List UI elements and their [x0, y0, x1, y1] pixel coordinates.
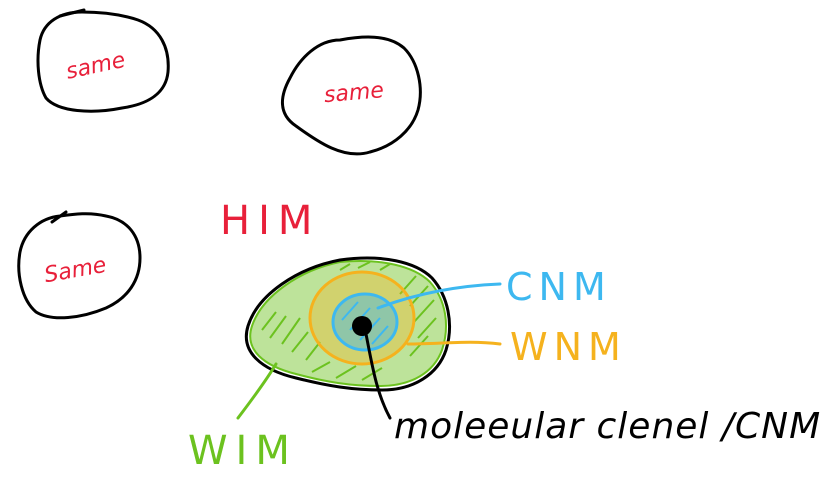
wim-pointer — [236, 362, 278, 420]
wnm-pointer — [406, 340, 502, 346]
wim-region — [249, 260, 447, 388]
blob-top-left-tail — [58, 8, 86, 18]
label-cnm: CNM — [506, 265, 612, 309]
label-same-top-middle: same — [323, 78, 385, 108]
label-molecular-cloud: moleeular clenel /CNM — [394, 406, 821, 447]
label-wnm: WNM — [510, 325, 627, 369]
molecular-cloud-core — [352, 316, 372, 336]
label-him: HIM — [220, 198, 320, 244]
label-wim: WIM — [188, 428, 298, 474]
ism-phases-diagram — [244, 256, 451, 392]
blob-top-middle-outline — [281, 35, 422, 156]
molecular-pointer — [364, 332, 392, 420]
label-same-top-left: same — [64, 48, 128, 85]
blob-left-tail — [50, 210, 68, 224]
blob-left-outline — [17, 212, 142, 320]
label-same-left: Same — [42, 253, 108, 288]
blob-top-left-outline — [36, 10, 170, 113]
cnm-pointer — [376, 282, 502, 310]
